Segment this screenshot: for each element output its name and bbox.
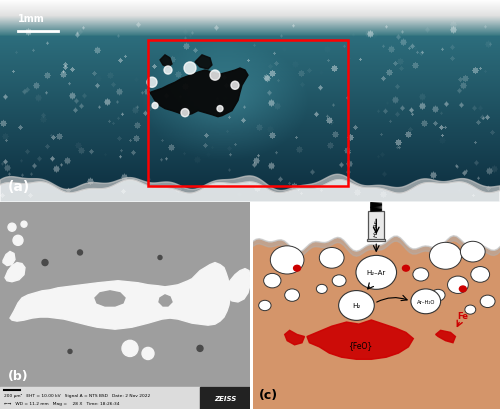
Polygon shape [95, 291, 125, 306]
Circle shape [147, 78, 157, 88]
Circle shape [480, 295, 495, 308]
Text: Ar–H₂O: Ar–H₂O [416, 299, 435, 304]
Circle shape [13, 236, 23, 246]
Text: H₂: H₂ [352, 303, 360, 309]
Circle shape [316, 285, 327, 294]
Text: Fe: Fe [458, 312, 468, 321]
Text: ZEISS: ZEISS [214, 395, 236, 401]
Circle shape [164, 67, 172, 75]
Circle shape [294, 266, 300, 272]
Circle shape [402, 266, 409, 272]
Polygon shape [5, 263, 25, 282]
Polygon shape [3, 252, 15, 266]
Circle shape [430, 243, 462, 270]
Polygon shape [148, 69, 248, 117]
Polygon shape [307, 320, 414, 360]
Bar [367, 240, 386, 242]
Bar [148, 40, 348, 186]
Text: ←→   WD = 11.2 mm   Mag =    28 X   Time: 18:26:34: ←→ WD = 11.2 mm Mag = 28 X Time: 18:26:3… [4, 401, 119, 405]
Circle shape [258, 301, 271, 311]
Circle shape [152, 103, 158, 109]
Polygon shape [10, 263, 230, 329]
Circle shape [231, 82, 239, 90]
Text: {FeO}: {FeO} [348, 340, 372, 349]
Bar [200, 387, 250, 409]
Circle shape [270, 246, 304, 274]
Polygon shape [160, 56, 172, 68]
Circle shape [142, 348, 154, 360]
Circle shape [21, 222, 27, 228]
Circle shape [356, 256, 397, 290]
Circle shape [264, 274, 281, 288]
Circle shape [465, 305, 475, 315]
Circle shape [68, 350, 72, 354]
Circle shape [332, 275, 346, 287]
Polygon shape [224, 269, 250, 302]
Circle shape [8, 224, 16, 231]
Circle shape [413, 268, 428, 281]
Text: H₂–Ar: H₂–Ar [374, 220, 379, 237]
Polygon shape [284, 330, 304, 345]
Text: H₂–Ar: H₂–Ar [366, 270, 386, 276]
Bar [0, 387, 250, 409]
Polygon shape [159, 295, 172, 306]
Polygon shape [195, 56, 212, 70]
Circle shape [448, 276, 468, 294]
Polygon shape [436, 330, 456, 343]
Bar [368, 212, 384, 240]
Text: (a): (a) [8, 179, 30, 193]
Circle shape [122, 340, 138, 357]
Circle shape [197, 346, 203, 352]
Circle shape [210, 71, 220, 81]
Circle shape [158, 256, 162, 260]
Circle shape [181, 109, 189, 117]
Circle shape [338, 291, 374, 321]
Circle shape [460, 242, 485, 262]
Circle shape [284, 289, 300, 301]
Text: (b): (b) [8, 369, 28, 382]
Circle shape [431, 290, 445, 301]
Text: 200 μm²   EHT = 10.00 kV   Signal A = NTS BSD   Date: 2 Nov 2022: 200 μm² EHT = 10.00 kV Signal A = NTS BS… [4, 393, 150, 397]
Circle shape [320, 248, 344, 269]
Circle shape [471, 267, 490, 283]
Text: 1mm: 1mm [18, 14, 45, 24]
Circle shape [78, 250, 82, 255]
Circle shape [217, 106, 223, 112]
Circle shape [411, 289, 440, 314]
Text: (c): (c) [258, 388, 278, 401]
Circle shape [460, 286, 466, 292]
Circle shape [42, 260, 48, 266]
Circle shape [184, 63, 196, 75]
